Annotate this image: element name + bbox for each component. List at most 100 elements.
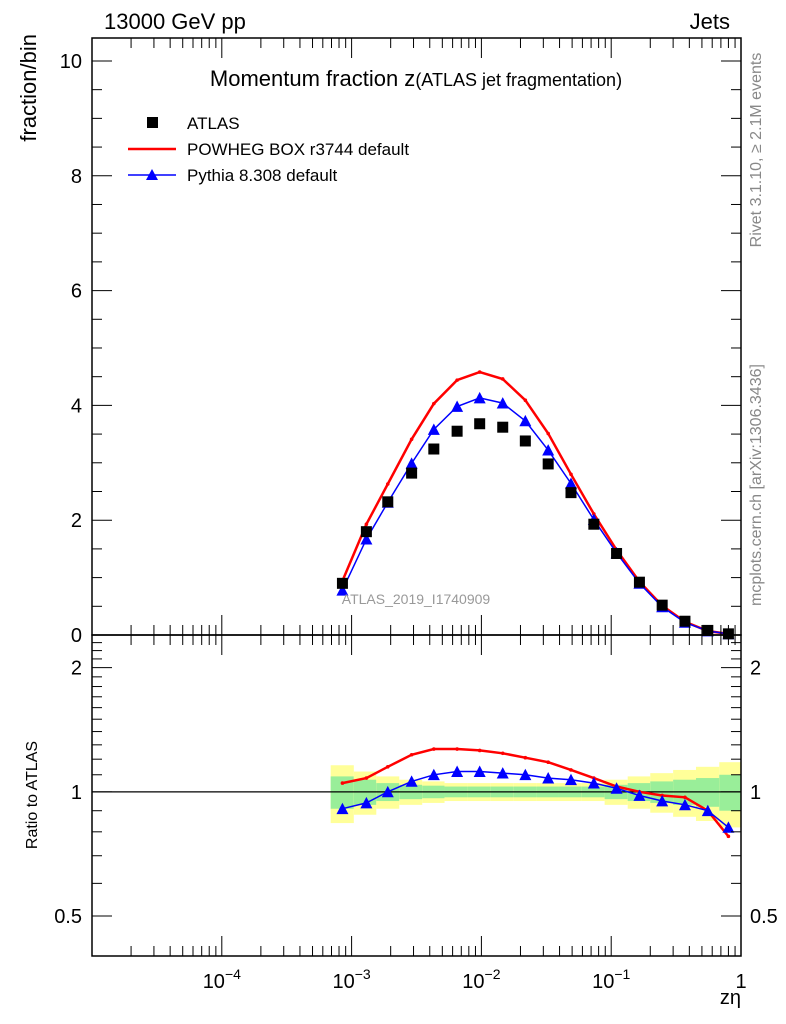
ratio-plot-frame bbox=[91, 634, 742, 957]
ratio-powheg-point bbox=[546, 760, 550, 764]
main-title-subtext: (ATLAS jet fragmentation) bbox=[415, 70, 622, 90]
ratio-powheg-point bbox=[340, 781, 345, 785]
ratio-pythia-point bbox=[564, 773, 577, 786]
x-tick-label: 10−1 bbox=[592, 966, 630, 993]
legend-atlas-marker bbox=[147, 117, 158, 128]
pythia-point bbox=[473, 391, 486, 404]
atlas-point bbox=[382, 496, 394, 508]
ratio-y-tick-label-right: 0.5 bbox=[750, 906, 778, 928]
atlas-point bbox=[336, 577, 348, 589]
ratio-pythia-point bbox=[542, 772, 555, 784]
pythia-point bbox=[360, 533, 373, 545]
rivet-version-label: Rivet 3.1.10, ≥ 2.1M events bbox=[748, 53, 765, 248]
ratio-band-inner bbox=[719, 774, 741, 811]
legend-powheg-label: POWHEG BOX r3744 default bbox=[187, 140, 409, 159]
atlas-point bbox=[611, 547, 623, 559]
ratio-powheg-point bbox=[455, 747, 459, 751]
ratio-plot-marks bbox=[92, 747, 741, 839]
x-tick-label-base: 10 bbox=[203, 971, 225, 993]
analysis-watermark: ATLAS_2019_I1740909 bbox=[342, 591, 491, 607]
ratio-powheg-point bbox=[385, 765, 390, 769]
atlas-point bbox=[679, 615, 691, 627]
x-tick-label: 10−3 bbox=[332, 966, 370, 993]
ratio-pythia-point bbox=[381, 785, 394, 798]
ratio-pythia-point bbox=[656, 795, 669, 807]
ratio-y-tick-label: 0.5 bbox=[54, 906, 82, 928]
main-y-tick-label: 8 bbox=[71, 166, 82, 188]
ratio-y-tick-label: 1 bbox=[71, 782, 82, 804]
x-tick-label-exponent: −3 bbox=[355, 966, 371, 982]
ratio-pythia-point bbox=[610, 782, 623, 794]
ratio-y-tick-label-right: 2 bbox=[750, 658, 761, 680]
x-tick-label: 10−4 bbox=[203, 966, 241, 993]
atlas-point bbox=[565, 487, 577, 499]
ratio-pythia-point bbox=[451, 765, 464, 777]
ratio-powheg-point bbox=[523, 755, 528, 760]
ratio-pythia-point bbox=[587, 777, 600, 789]
ratio-powheg-point bbox=[569, 768, 573, 772]
x-tick-label: 10−2 bbox=[462, 966, 500, 993]
main-y-tick-label: 2 bbox=[71, 510, 82, 532]
x-tick-label-base: 10 bbox=[592, 971, 614, 993]
atlas-point bbox=[542, 458, 554, 470]
atlas-point bbox=[656, 599, 668, 611]
powheg-point bbox=[569, 472, 573, 477]
ratio-pythia-point bbox=[360, 796, 373, 809]
pythia-point bbox=[427, 423, 440, 435]
main-y-tick-label: 10 bbox=[60, 51, 82, 73]
x-axis-label: zη bbox=[720, 987, 741, 1009]
ratio-pythia-point bbox=[336, 802, 349, 815]
powheg-point bbox=[364, 522, 369, 527]
legend-pythia-label: Pythia 8.308 default bbox=[187, 166, 338, 185]
atlas-point bbox=[451, 425, 463, 437]
powheg-point bbox=[385, 482, 390, 486]
ratio-powheg-point bbox=[683, 795, 687, 800]
pythia-point bbox=[564, 477, 577, 489]
ratio-pythia-point bbox=[473, 765, 486, 777]
main-title-text: Momentum fraction z bbox=[210, 66, 415, 91]
pythia-point bbox=[451, 400, 464, 412]
ratio-axes: 10−4 10−3 10−2 10−1 10.5 0.51 12 2 bbox=[54, 635, 778, 993]
x-tick-label-exponent: −1 bbox=[614, 966, 630, 982]
pythia-point bbox=[496, 397, 509, 409]
atlas-point bbox=[428, 443, 440, 455]
main-y-tick-label: 6 bbox=[71, 281, 82, 303]
ratio-pythia-point bbox=[405, 775, 418, 787]
main-axes: 0 2 4 6 8 10 bbox=[60, 38, 741, 647]
ratio-y-tick-label: 2 bbox=[71, 658, 82, 680]
pythia-point bbox=[542, 444, 555, 456]
powheg-point bbox=[523, 398, 528, 403]
atlas-point bbox=[633, 576, 645, 588]
ratio-pythia-point bbox=[722, 821, 735, 833]
ratio-band-inner bbox=[330, 776, 354, 809]
powheg-point bbox=[409, 437, 414, 442]
x-tick-label-exponent: −4 bbox=[225, 966, 241, 982]
atlas-point bbox=[497, 421, 509, 433]
x-tick-label-base: 1 bbox=[735, 971, 746, 993]
legend-pythia-marker bbox=[146, 169, 158, 180]
atlas-point bbox=[474, 418, 486, 430]
ratio-powheg-point bbox=[364, 776, 369, 780]
powheg-point bbox=[500, 377, 505, 381]
ratio-pythia-point bbox=[633, 789, 646, 801]
ratio-pythia-point bbox=[701, 804, 714, 817]
main-panel: 0 2 4 6 8 10 fraction/bin Momentum fraction z… bbox=[16, 34, 742, 647]
ratio-y-tick-label-right: 1 bbox=[750, 782, 761, 804]
powheg-point bbox=[546, 431, 550, 436]
atlas-point bbox=[588, 518, 600, 530]
ratio-pythia-point bbox=[427, 768, 440, 781]
ratio-pythia-point bbox=[678, 798, 691, 811]
x-tick-label-base: 10 bbox=[462, 971, 484, 993]
atlas-point bbox=[360, 526, 372, 538]
main-y-tick-label: 4 bbox=[71, 395, 82, 417]
pythia-point bbox=[519, 414, 532, 427]
powheg-point bbox=[455, 378, 459, 382]
powheg-point bbox=[477, 370, 482, 374]
ratio-powheg-point bbox=[500, 751, 505, 756]
ratio-powheg-point bbox=[726, 834, 731, 839]
x-tick-label-exponent: −2 bbox=[485, 966, 501, 982]
mcplots-label: mcplots.cern.ch [arXiv:1306.3436] bbox=[748, 364, 765, 606]
ratio-powheg-point bbox=[409, 752, 414, 757]
legend: ATLAS POWHEG BOX r3744 default Pythia 8.… bbox=[128, 114, 409, 185]
